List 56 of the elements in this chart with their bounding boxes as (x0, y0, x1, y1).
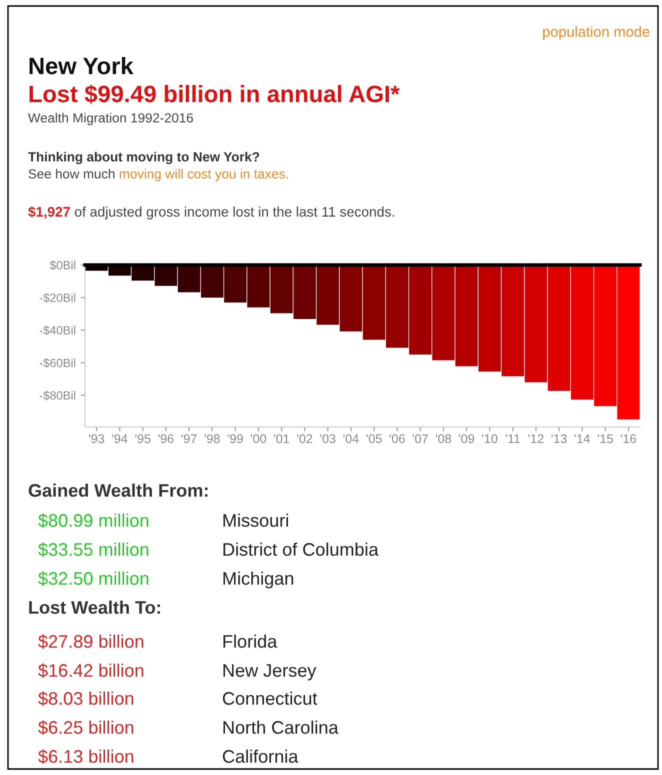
x-tick-label: '11 (506, 434, 520, 444)
x-tick-label: '09 (459, 434, 474, 444)
text: Connecticut (222, 692, 318, 705)
text: New Jersey (223, 664, 316, 680)
text: $27.89 billion (38, 634, 144, 649)
text: Wealth Migration 1992-2016 (28, 112, 193, 126)
text: North Carolina (223, 720, 338, 734)
text: District of Columbia (223, 542, 379, 556)
text: $1,927 (28, 206, 70, 219)
x-tick-label: '06 (390, 434, 405, 444)
x-tick-label: '05 (366, 434, 382, 444)
x-tick-label: '01 (274, 434, 290, 444)
x-tick-label: '13 (552, 434, 567, 444)
x-tick-label: '14 (574, 434, 590, 444)
text: $32.50 million (38, 571, 148, 586)
y-tick-label: -$60Bil (40, 358, 76, 368)
x-tick-label: '04 (343, 434, 359, 444)
text: California (222, 750, 298, 763)
text: $33.55 million (38, 542, 148, 557)
text: Lost Wealth To: (29, 600, 160, 614)
x-tick-label: '16 (620, 434, 636, 444)
text: $16.42 billion (38, 663, 144, 678)
text: moving will cost you in taxes. (120, 168, 288, 182)
x-tick-label: '96 (158, 434, 174, 444)
x-tick-label: '15 (598, 434, 613, 444)
x-tick-label: '93 (89, 434, 104, 444)
y-tick-label: -$80Bil (40, 390, 76, 400)
x-tick-label: '95 (135, 434, 150, 444)
x-tick-label: '94 (112, 434, 128, 444)
x-tick-label: '07 (412, 434, 428, 444)
text: $80.99 million (38, 513, 148, 528)
text: $6.25 billion (38, 720, 134, 735)
x-tick-label: '03 (320, 434, 336, 444)
text: Missouri (223, 514, 288, 527)
text: Gained Wealth From: (28, 484, 208, 497)
y-tick-label: -$40Bil (40, 326, 76, 336)
y-tick-label: -$20Bil (40, 293, 76, 303)
text: Michigan (223, 572, 294, 588)
text: of adjusted gross income lost in the last 11 seconds. (74, 206, 394, 220)
text: See how much (28, 168, 114, 179)
text: $8.03 billion (38, 691, 134, 706)
chart-title: New York (30, 56, 134, 74)
text: Thinking about moving to New York? (28, 152, 260, 164)
text: population mode (543, 26, 650, 40)
x-tick-label: '10 (482, 434, 498, 444)
x-tick-label: '08 (436, 434, 452, 444)
x-tick-label: '99 (228, 434, 243, 444)
x-tick-label: '12 (528, 434, 544, 444)
x-tick-label: '00 (250, 434, 266, 444)
y-tick-label: $0Bil (50, 260, 76, 270)
text: Florida (223, 634, 278, 648)
text: $6.13 billion (38, 749, 134, 764)
x-tick-label: '02 (297, 434, 312, 444)
x-tick-label: '98 (204, 434, 220, 444)
x-tick-label: '97 (182, 434, 197, 444)
chart-subtitle: Lost $99.49 billion in annual AGI* (30, 84, 400, 104)
